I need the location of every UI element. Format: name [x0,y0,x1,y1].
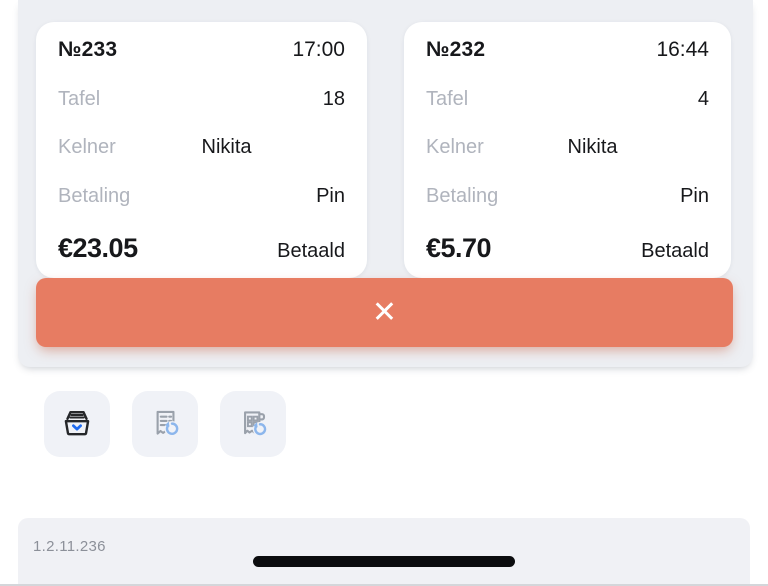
order-number: №232 [426,38,486,61]
table-label: Tafel [58,87,101,110]
order-number: №233 [58,38,118,61]
app-version: 1.2.11.236 [33,538,106,555]
waiter-value: Nikita [201,136,252,158]
order-card[interactable]: №232 16:44 Tafel 4 Kelner Nikita Betalin… [404,22,731,278]
payment-value: Pin [680,184,709,207]
close-icon: ✕ [371,294,398,330]
order-card[interactable]: №233 17:00 Tafel 18 Kelner Nikita Betali… [36,22,367,278]
table-value: 4 [697,87,709,110]
bottom-bar: 1.2.11.236 [18,518,750,586]
bottom-edge-divider [0,584,768,586]
waiter-label: Kelner [426,136,484,158]
receipt-reprint-icon [234,404,272,445]
receipt-refund-icon [146,404,184,445]
table-label: Tafel [426,87,469,110]
close-banner-button[interactable]: ✕ [36,278,733,347]
order-total: €23.05 [58,233,138,263]
order-time: 16:44 [656,38,709,61]
cash-drawer-button[interactable] [44,391,110,457]
order-status: Betaald [641,240,709,262]
waiter-value: Nikita [567,136,618,158]
waiter-label: Kelner [58,136,116,158]
reprint-receipt-button[interactable] [220,391,286,457]
payment-value: Pin [316,184,345,207]
order-total: €5.70 [426,233,492,263]
table-value: 18 [322,87,345,110]
home-indicator[interactable] [253,556,515,567]
refund-receipt-button[interactable] [132,391,198,457]
payment-label: Betaling [426,184,499,207]
order-status: Betaald [277,240,345,262]
payment-label: Betaling [58,184,131,207]
cash-drawer-icon [58,404,96,445]
orders-panel: №233 17:00 Tafel 18 Kelner Nikita Betali… [18,0,753,367]
order-time: 17:00 [292,38,345,61]
